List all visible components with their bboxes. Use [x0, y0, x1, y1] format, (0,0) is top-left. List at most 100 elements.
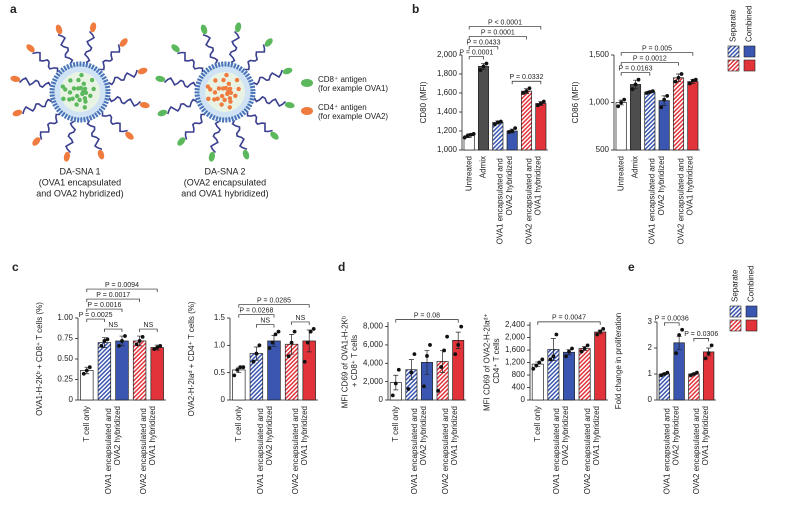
data-point	[396, 367, 401, 372]
data-point	[286, 354, 291, 359]
significance-label: NS	[260, 318, 270, 325]
significance-label: P = 0.0285	[257, 298, 291, 305]
data-point	[137, 339, 142, 343]
data-point	[570, 346, 574, 351]
data-point	[690, 78, 695, 83]
particle-caption: DA-SNA 1	[59, 166, 100, 176]
antigen	[157, 109, 168, 117]
core-antigen	[83, 99, 88, 104]
significance-label: P = 0.0306	[684, 331, 718, 338]
x-tick-label: OVA1 encapsulated and OVA2 hybridized	[104, 406, 122, 494]
y-tick-label: 0.50	[57, 354, 73, 363]
bar	[150, 347, 164, 401]
data-point	[619, 100, 624, 105]
significance-bracket	[620, 62, 679, 66]
y-tick-label: 0	[521, 395, 526, 404]
data-point	[554, 332, 559, 337]
y-axis-title: CD80 (MFI)	[419, 81, 428, 123]
significance-bracket	[238, 314, 275, 318]
data-point	[688, 373, 693, 378]
bar	[688, 373, 700, 401]
core-antigen	[80, 91, 85, 97]
data-point	[241, 365, 246, 370]
data-point	[567, 349, 571, 354]
legend-swatch	[743, 45, 756, 58]
y-axis-title: Fold change in proliferation	[614, 313, 623, 410]
data-point	[117, 343, 121, 348]
dna-strand	[184, 113, 206, 140]
core-antigen	[67, 97, 72, 102]
axis-line	[461, 55, 548, 151]
y-tick-label: 0.75	[57, 334, 73, 343]
significance-label: P = 0.0332	[510, 74, 544, 81]
data-point	[439, 365, 443, 369]
significance-bracket	[86, 298, 140, 303]
data-point	[662, 97, 667, 102]
core-antigen	[76, 77, 81, 83]
dna-strand	[209, 120, 222, 154]
data-point	[564, 354, 568, 359]
bar	[672, 77, 685, 151]
core-antigen	[223, 85, 229, 91]
bar	[506, 130, 518, 151]
legend-text: (for example OVA2)	[318, 112, 388, 121]
significance-bracket	[468, 56, 484, 60]
data-point	[478, 68, 483, 73]
core-antigen	[67, 90, 73, 95]
core-antigen	[227, 86, 233, 91]
y-tick-label: 4,000	[363, 358, 384, 367]
data-point	[254, 351, 259, 356]
dna-strand	[57, 34, 74, 64]
dna-strand	[108, 95, 142, 108]
data-point	[134, 342, 139, 347]
x-tick-label: OVA2 encapsulated and OVA1 hybridized	[583, 406, 601, 494]
antigen	[125, 131, 134, 140]
data-point	[152, 347, 157, 352]
data-point	[232, 373, 237, 378]
dna-strand	[86, 120, 103, 150]
data-point	[462, 135, 467, 140]
data-point	[680, 327, 685, 332]
significance-bracket	[468, 36, 527, 40]
data-point	[276, 329, 281, 334]
data-point	[531, 366, 536, 371]
bar	[97, 342, 112, 401]
core-antigen	[71, 86, 77, 91]
panel-label: b	[412, 2, 419, 16]
particle-caption: (OVA2 encapsulated	[184, 177, 266, 187]
core-antigen	[219, 93, 225, 99]
data-point	[270, 340, 275, 345]
legend-swatch	[743, 59, 756, 72]
core-antigen	[205, 84, 211, 89]
y-tick-label: 1,500	[589, 50, 610, 59]
antigen	[137, 67, 148, 75]
legend-label: Combined	[745, 6, 754, 42]
significance-bracket	[86, 308, 123, 313]
legend-swatch	[745, 319, 758, 332]
y-axis-title: MFI CD69 of OVA2-H-2Iaᵈ⁺ CD4⁺ T cells	[483, 311, 501, 411]
antigen	[63, 151, 70, 162]
y-tick-label: 2,000	[437, 50, 458, 59]
x-tick-label: OVA1 encapsulated and OVA2 hybridized	[552, 406, 570, 494]
data-point	[257, 343, 262, 348]
data-point	[484, 61, 489, 66]
data-point	[456, 343, 461, 347]
data-point	[390, 393, 395, 398]
core-antigen	[82, 86, 88, 91]
y-tick-label: 0	[221, 395, 226, 404]
data-point	[292, 329, 297, 334]
data-point	[251, 359, 256, 364]
x-tick-label: T cell only	[533, 406, 542, 442]
data-point	[679, 72, 684, 76]
y-tick-label: 0.5	[214, 368, 226, 377]
data-point	[538, 101, 543, 106]
data-point	[81, 371, 86, 376]
core-antigen	[60, 84, 66, 89]
data-point	[428, 343, 432, 347]
data-point	[644, 91, 649, 95]
antigen	[264, 38, 273, 47]
dna-strand	[167, 98, 197, 115]
data-point	[459, 324, 464, 329]
core-antigen	[81, 81, 87, 87]
data-point	[422, 384, 426, 389]
